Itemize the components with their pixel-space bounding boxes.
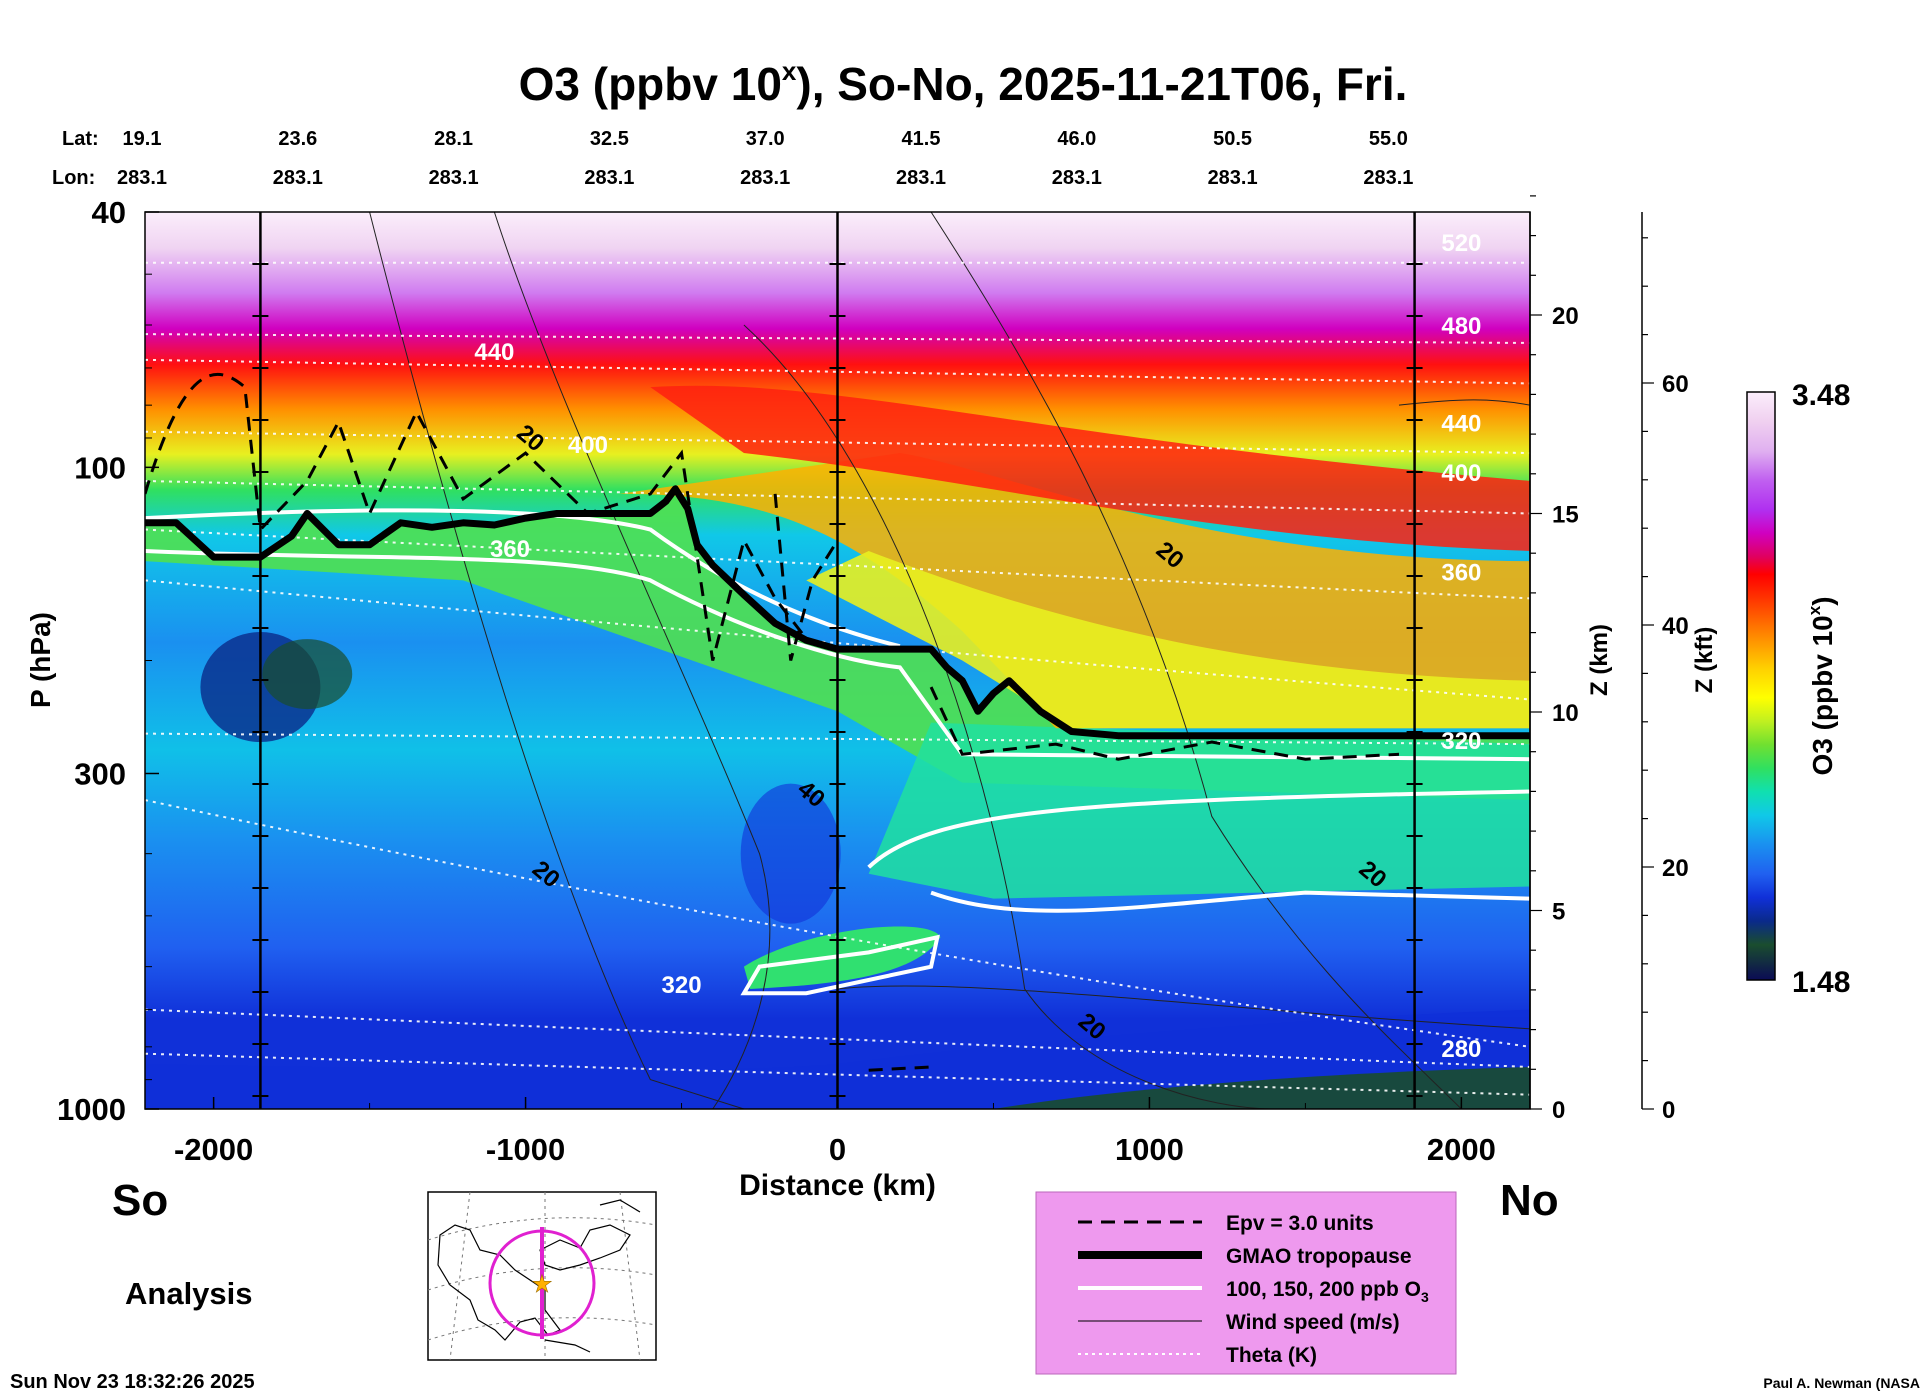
- chart-title: O3 (ppbv 10x), So-No, 2025-11-21T06, Fri…: [519, 56, 1408, 110]
- lon-tick: 283.1: [896, 167, 946, 189]
- z-km-tick-label: 0: [1552, 1097, 1565, 1124]
- legend-label: 100, 150, 200 ppb O3: [1226, 1278, 1429, 1305]
- theta-label: 320: [662, 972, 702, 999]
- x-axis-label: Distance (km): [739, 1169, 936, 1202]
- y-tick-label: 1000: [57, 1092, 126, 1127]
- theta-label: 400: [1441, 460, 1481, 487]
- colorbar: 3.48 1.48 O3 (ppbv 10x): [1746, 379, 1850, 999]
- lon-tick: 283.1: [740, 167, 790, 189]
- theta-label: 440: [1441, 411, 1481, 438]
- x-tick-label: 2000: [1427, 1132, 1496, 1167]
- colorbar-min-label: 1.48: [1792, 966, 1850, 999]
- z-kft-tick-label: 20: [1662, 855, 1689, 882]
- y-tick-label: 300: [74, 756, 126, 791]
- colorbar-label: O3 (ppbv 10x): [1805, 596, 1838, 775]
- lat-tick: 55.0: [1369, 128, 1408, 150]
- y-tick-label: 100: [74, 450, 126, 485]
- legend-label: Wind speed (m/s): [1226, 1311, 1400, 1334]
- legend-label: Theta (K): [1226, 1344, 1317, 1367]
- inset-map: ★: [427, 1191, 657, 1361]
- z-km-axis-label: Z (km): [1586, 624, 1613, 696]
- theta-label: 400: [568, 432, 608, 459]
- z-km-tick-label: 20: [1552, 303, 1579, 330]
- lat-tick: 19.1: [123, 128, 162, 150]
- z-kft-axis-label: Z (kft): [1691, 627, 1718, 694]
- y-tick-label: 40: [92, 195, 126, 230]
- z-km-tick-label: 10: [1552, 700, 1579, 727]
- z-kft-tick-label: 0: [1662, 1097, 1675, 1124]
- lon-tick: 283.1: [1208, 167, 1258, 189]
- theta-label: 360: [1441, 559, 1481, 586]
- lat-tick: 37.0: [746, 128, 785, 150]
- y-axis-label: P (hPa): [25, 612, 56, 708]
- lon-tick: 283.1: [584, 167, 634, 189]
- lon-tick: 283.1: [117, 167, 167, 189]
- lat-tick: 28.1: [434, 128, 473, 150]
- z-km-tick-label: 15: [1552, 502, 1579, 529]
- lat-tick: 50.5: [1213, 128, 1252, 150]
- colorbar-max-label: 3.48: [1792, 379, 1850, 412]
- x-tick-label: 0: [829, 1132, 846, 1167]
- lon-tick: 283.1: [1052, 167, 1102, 189]
- x-tick-label: -2000: [174, 1132, 253, 1167]
- south-label: So: [112, 1176, 168, 1225]
- lon-tick: 283.1: [429, 167, 479, 189]
- lat-tick: 46.0: [1057, 128, 1096, 150]
- x-tick-label: -1000: [486, 1132, 565, 1167]
- lon-tick: 283.1: [1363, 167, 1413, 189]
- z-kft-tick-label: 40: [1662, 613, 1689, 640]
- lon-tick: 283.1: [273, 167, 323, 189]
- star-icon: ★: [531, 1271, 553, 1298]
- legend-label: Epv = 3.0 units: [1226, 1212, 1374, 1235]
- theta-label: 520: [1441, 230, 1481, 257]
- north-label: No: [1500, 1176, 1559, 1225]
- lat-tick: 23.6: [278, 128, 317, 150]
- legend-label: GMAO tropopause: [1226, 1245, 1412, 1268]
- z-km-tick-label: 5: [1552, 899, 1565, 926]
- lon-label: Lon:: [52, 167, 95, 189]
- legend: Epv = 3.0 units GMAO tropopause 100, 150, …: [1035, 1191, 1457, 1375]
- lat-label: Lat:: [62, 128, 99, 150]
- theta-label: 480: [1441, 313, 1481, 340]
- x-tick-label: 1000: [1115, 1132, 1184, 1167]
- theta-label: 320: [1441, 728, 1481, 755]
- lat-lon-header: Lat: Lon: 19.1 283.1 23.6 283.1 28.1 283.1 32.5 2…: [52, 128, 1413, 189]
- theta-label: 280: [1441, 1036, 1481, 1063]
- footer-credit: Paul A. Newman (NASA: [1763, 1375, 1920, 1391]
- analysis-label: Analysis: [125, 1276, 253, 1311]
- theta-label: 440: [474, 339, 514, 366]
- ozone-field: 5204804404404004003603603203202802020204…: [145, 212, 1530, 1109]
- lat-tick: 32.5: [590, 128, 629, 150]
- theta-label: 360: [490, 536, 530, 563]
- gmao-tropopause-line: [145, 485, 1530, 740]
- lat-tick: 41.5: [902, 128, 941, 150]
- footer-timestamp: Sun Nov 23 18:32:26 2025: [10, 1371, 255, 1393]
- z-kft-tick-label: 60: [1662, 371, 1689, 398]
